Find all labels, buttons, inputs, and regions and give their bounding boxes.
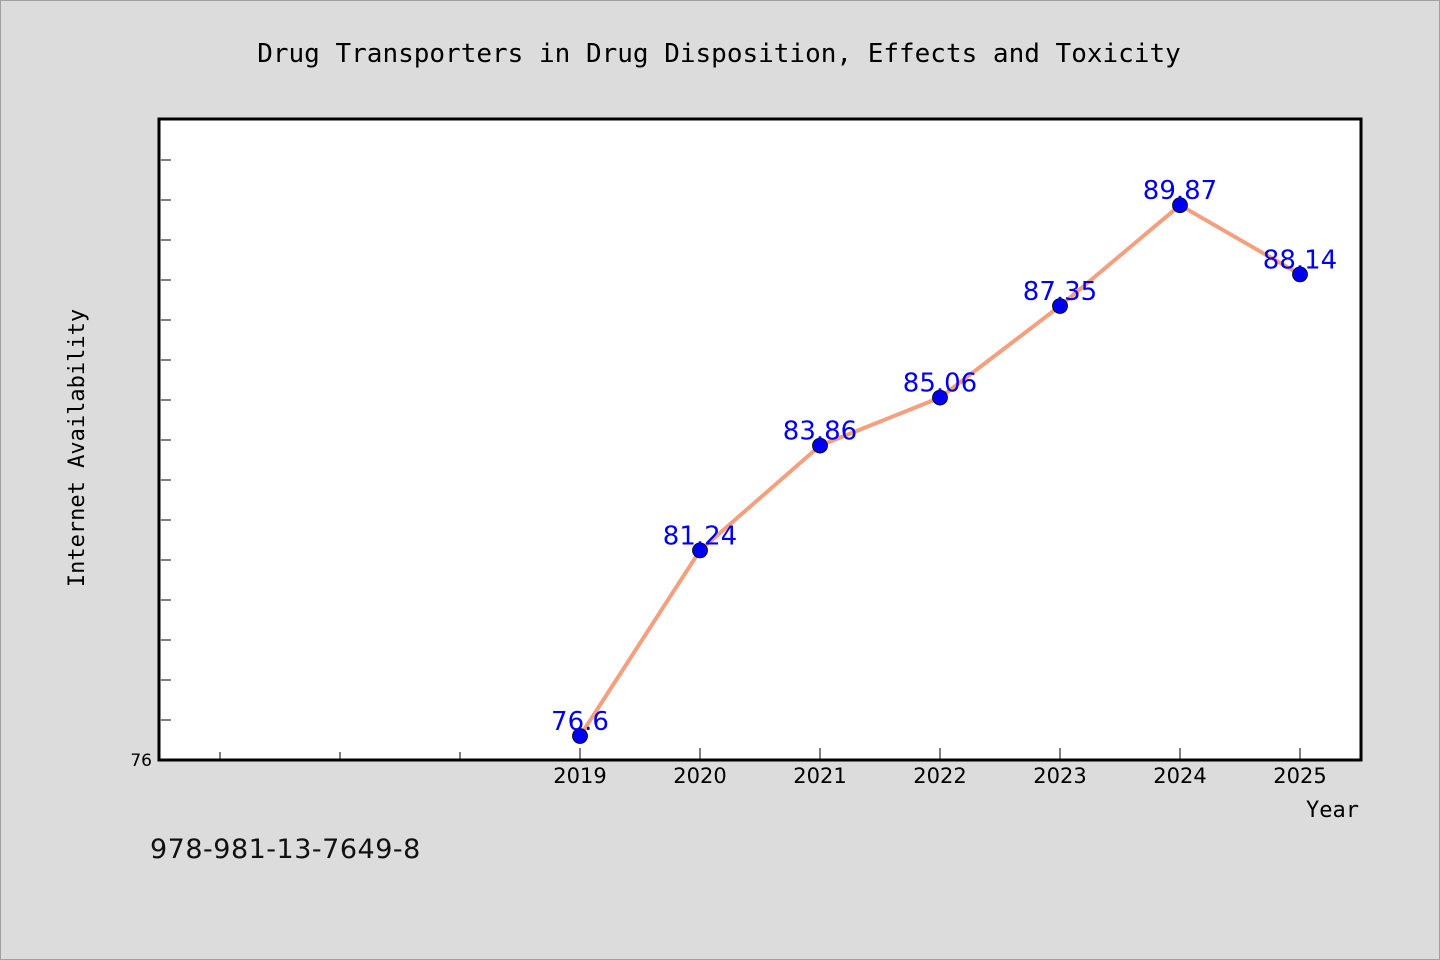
x-tick-label-2024: 2024 — [1153, 764, 1206, 788]
x-axis-label: Year — [1306, 798, 1359, 823]
data-label-2020: 81.24 — [663, 521, 737, 551]
data-point-2025 — [1292, 266, 1308, 283]
plot-area — [157, 117, 1363, 762]
data-point-2021 — [812, 437, 828, 454]
x-tick-label-2020: 2020 — [673, 764, 726, 788]
y-axis-label: Internet Availability — [65, 309, 90, 587]
x-axis-ticks: 2019 2020 2021 2022 2023 2024 2025 — [219, 748, 1327, 788]
data-label-2023: 87.35 — [1023, 277, 1097, 307]
x-tick-label-2025: 2025 — [1273, 764, 1326, 788]
x-tick-label-2019: 2019 — [553, 764, 606, 788]
data-point-2023 — [1052, 298, 1068, 314]
data-label-2022: 85.06 — [903, 369, 977, 399]
data-label-2021: 83.86 — [783, 417, 857, 447]
x-tick-label-2022: 2022 — [913, 764, 966, 788]
data-point-2024 — [1172, 197, 1188, 214]
data-label-2024: 89.87 — [1143, 176, 1217, 206]
series-layer: 76.6 81.24 83.86 85.06 87.35 89.87 88.14 — [551, 176, 1337, 744]
chart-title: Drug Transporters in Drug Disposition, E… — [257, 39, 1181, 69]
data-point-2022 — [932, 389, 948, 406]
x-tick-label-2023: 2023 — [1033, 764, 1086, 788]
data-label-2019: 76.6 — [551, 707, 609, 737]
y-axis-ticks — [161, 159, 171, 721]
y-tick-label-min: 76 — [130, 751, 152, 771]
data-label-2025: 88.14 — [1263, 245, 1337, 275]
x-tick-label-2021: 2021 — [793, 764, 846, 788]
data-point-2020 — [692, 542, 708, 559]
data-point-2019 — [572, 728, 588, 744]
isbn-text: 978-981-13-7649-8 — [150, 834, 421, 865]
